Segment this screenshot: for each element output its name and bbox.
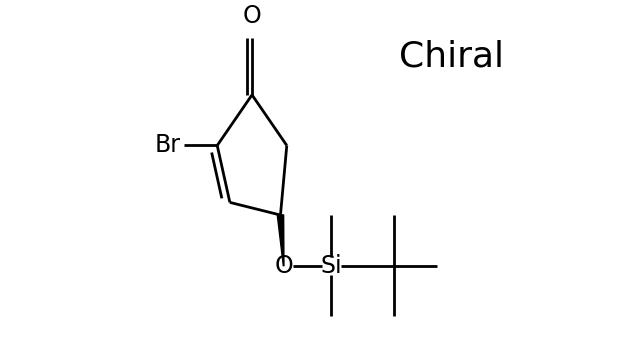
Text: Br: Br: [155, 134, 181, 158]
Text: O: O: [243, 4, 261, 28]
Text: Chiral: Chiral: [399, 40, 504, 74]
Text: Si: Si: [320, 254, 342, 277]
Text: O: O: [275, 254, 293, 277]
Polygon shape: [277, 215, 284, 266]
